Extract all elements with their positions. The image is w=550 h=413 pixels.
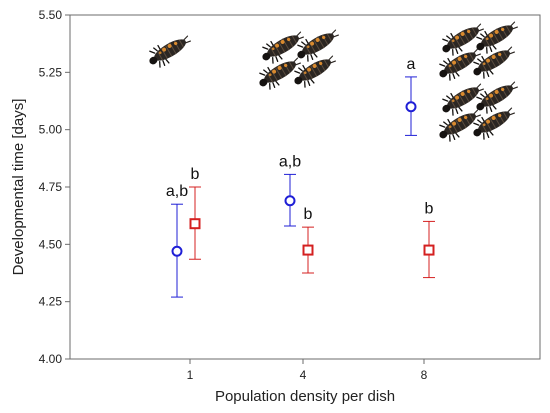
data-point-square: [423, 244, 435, 256]
x-axis-label: Population density per dish: [215, 388, 395, 405]
x-axis: 1 4 8: [187, 359, 428, 382]
y-tick-label: 5.50: [39, 8, 63, 22]
y-tick-label: 4.50: [39, 237, 63, 251]
data-point-circle: [405, 101, 417, 113]
larva-icon: [288, 49, 341, 92]
data-point-circle: [284, 195, 296, 207]
significance-label: b: [425, 200, 434, 217]
y-axis-label: Developmental time [days]: [10, 99, 27, 276]
larva-icon: [253, 51, 306, 94]
data-point-circle: [171, 245, 183, 257]
larva-icon: [467, 101, 520, 144]
significance-label: b: [191, 166, 200, 183]
significance-label: a: [407, 56, 416, 73]
larva-icon: [467, 40, 520, 83]
data-point-square: [189, 218, 201, 230]
y-tick-label: 5.25: [39, 65, 63, 79]
significance-label: a,b: [166, 183, 188, 200]
larva-icon: [256, 25, 309, 68]
larva-icon: [470, 15, 523, 58]
y-tick-label: 4.25: [39, 295, 63, 309]
larva-illustrations: [143, 15, 523, 146]
significance-label: a,b: [279, 153, 301, 170]
y-tick-label: 5.00: [39, 123, 63, 137]
data-point-square: [302, 244, 314, 256]
larva-icon: [470, 75, 523, 118]
significance-label: b: [304, 206, 313, 223]
y-axis: 4.00 4.25 4.50 4.75 5.00 5.25 5.50: [39, 8, 70, 366]
x-tick-label: 4: [300, 368, 307, 382]
larva-icon: [291, 23, 344, 66]
x-tick-label: 1: [187, 368, 194, 382]
data-marks: a,b a,b a b b b: [166, 56, 435, 298]
larva-icon: [143, 29, 196, 72]
y-tick-label: 4.00: [39, 352, 63, 366]
x-tick-label: 8: [421, 368, 428, 382]
plot-frame: [69, 14, 541, 360]
y-tick-label: 4.75: [39, 180, 63, 194]
